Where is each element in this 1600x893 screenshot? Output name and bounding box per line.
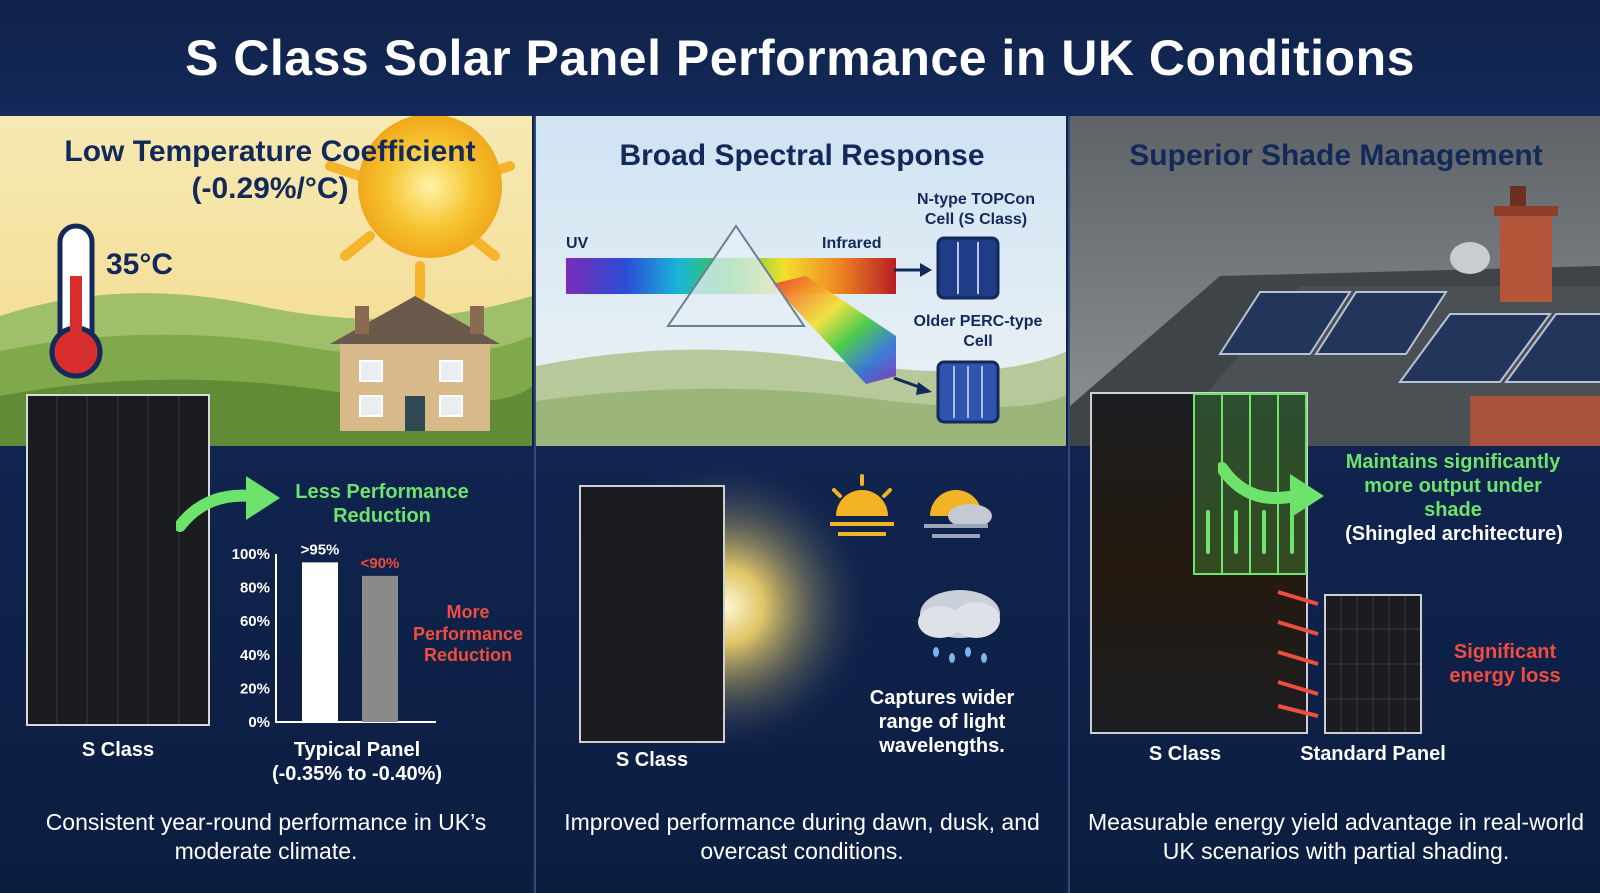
bar-value-label: <90% [361,555,400,572]
bar-1 [362,575,398,722]
spectral-heading: Broad Spectral Response [619,139,985,172]
green-arrow-icon [1218,462,1324,518]
title-bar: S Class Solar Panel Performance in UK Co… [0,0,1600,116]
y-tick-label: 20% [240,680,270,697]
topcon-label: N-type TOPCon Cell (S Class) [917,191,1035,228]
panel2-footer: Improved performance during dawn, dusk, … [564,809,1040,864]
page-title: S Class Solar Panel Performance in UK Co… [185,30,1415,86]
rooftop-solar-panels [1218,291,1600,383]
perc-cell-icon [936,360,1000,424]
refracted-rainbow [772,276,896,384]
y-tick-label: 40% [240,647,270,664]
less-reduction-label: Less Performance Reduction [295,481,469,527]
s-class-label: S Class [1148,743,1222,765]
bar-value-label: >95% [301,541,340,558]
chimney-icon [1494,186,1558,302]
energy-loss-label: Significant energy loss [1449,641,1561,687]
temperature-heading: Low Temperature Coefficient (-0.29%/°C) [64,135,476,205]
s-class-panel-image [26,394,210,726]
perc-label: Older PERC-type Cell [913,313,1043,350]
sunburst-scene [576,456,1000,756]
y-tick-label: 0% [248,714,270,731]
more-reduction-label: More Performance Reduction [412,602,524,666]
roof-scene [1070,116,1600,446]
panel3-footer: Measurable energy yield advantage in rea… [1087,809,1585,864]
dusk-icon [924,490,992,538]
standard-panel-label: Standard Panel [1300,743,1446,765]
infrared-label: Infrared [822,235,882,252]
captures-label: Captures wider range of light wavelength… [869,687,1015,757]
y-tick-label: 100% [232,546,270,563]
y-tick-label: 60% [240,613,270,630]
topcon-cell-icon [936,236,1000,300]
panel-spectral: Broad Spectral Response UV Infrared N-ty… [534,116,1066,893]
shingled-architecture-label: (Shingled architecture) [1345,523,1563,545]
uv-label: UV [566,235,589,252]
bar-0 [302,562,338,722]
y-tick-label: 80% [240,580,270,597]
shade-heading: Superior Shade Management [1129,139,1543,172]
s-class-panel-image [579,485,725,743]
cottage-icon [330,296,500,431]
panel-temperature: Low Temperature Coefficient (-0.29%/°C) … [0,116,532,893]
roof-illustration [1070,116,1600,446]
satellite-dish-icon [1450,242,1490,274]
prism-illustration [536,116,1066,446]
maintains-output-label: Maintains significantly more output unde… [1345,451,1561,521]
panel1-footer: Consistent year-round performance in UK’… [45,809,487,864]
performance-bar-chart: 100% 80% 60% 40% 20% 0% >95% <90% [232,541,436,744]
arrow-icon [893,263,932,395]
rain-cloud-icon [918,590,1000,663]
typical-panel-range: (-0.35% to -0.40%) [271,763,443,785]
s-class-label: S Class [615,749,689,771]
prism-icon [666,224,806,327]
sun-icon [325,116,515,301]
typical-panel-label: Typical Panel (-0.35% to -0.40%) [246,738,468,786]
green-arrow-icon [176,476,280,532]
standard-panel-image [1324,594,1422,734]
thermometer-icon [49,223,103,379]
s-class-shingled-panel [1090,392,1308,734]
temperature-value: 35°C [106,248,174,281]
sunrise-icon [830,474,894,536]
typical-panel-title: Typical Panel [293,739,421,761]
red-arrows-icon [1277,590,1319,718]
panel-shade: Superior Shade Management Maintains sign… [1068,116,1600,893]
bar-chart-svg: 100% 80% 60% 40% 20% 0% >95% <90% [232,541,436,731]
prism-scene [536,116,1066,446]
s-class-label: S Class [81,739,155,761]
